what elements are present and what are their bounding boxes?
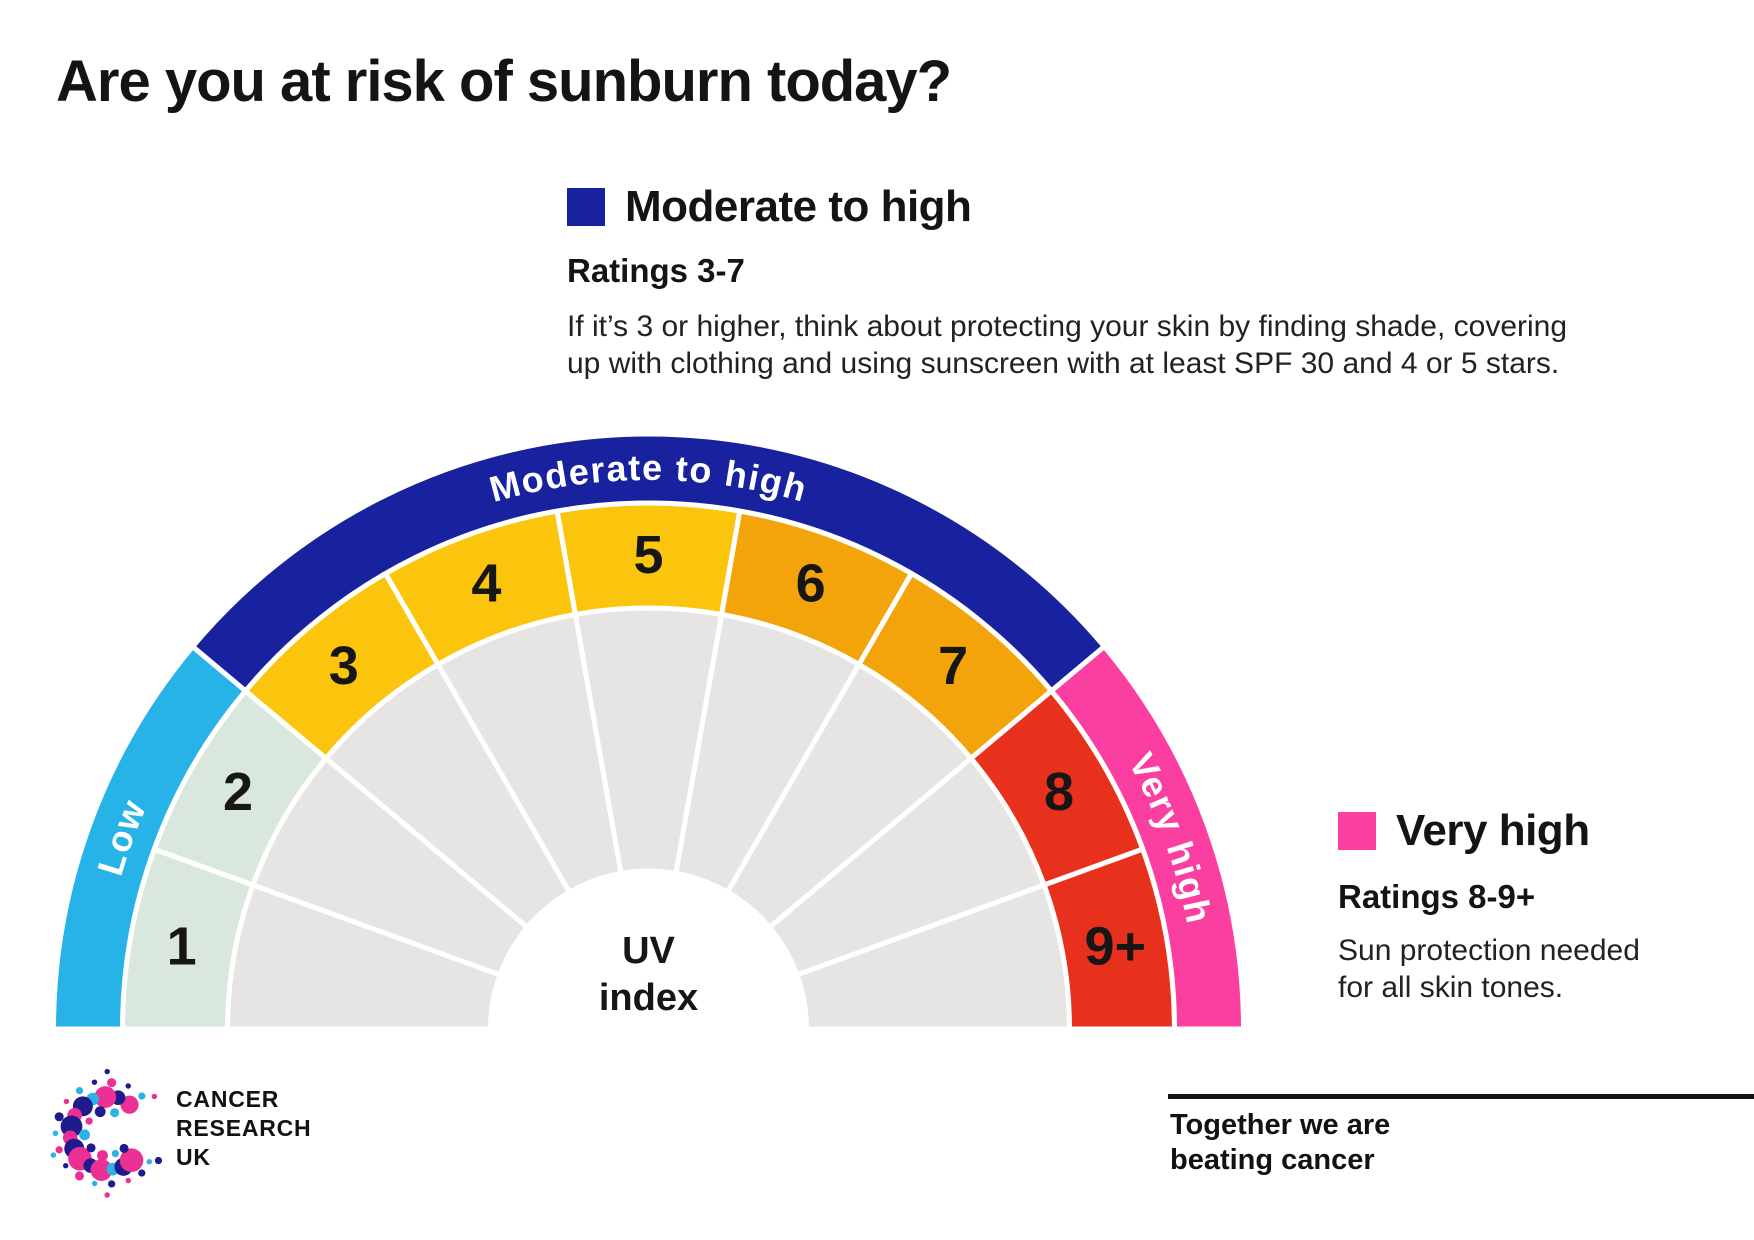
logo-dot [107, 1078, 117, 1088]
logo-dot [62, 1162, 69, 1169]
tagline-line2: beating cancer [1170, 1144, 1375, 1176]
legend-moderate-body-line1: If it’s 3 or higher, think about protect… [567, 310, 1568, 343]
gauge-center-label-line2: index [599, 977, 698, 1019]
logo-dot [146, 1158, 153, 1165]
gauge-segment-number-8: 8 [1044, 762, 1074, 822]
logo-dot [60, 1115, 83, 1138]
cruk-wordmark-line1: CANCER [176, 1086, 280, 1112]
moderate-swatch-icon [567, 188, 605, 226]
logo-dot [52, 1130, 59, 1136]
logo-dot [125, 1177, 131, 1184]
logo-dot [91, 1180, 98, 1187]
legend-very-high-ratings: Ratings 8-9+ [1338, 878, 1536, 915]
cruk-logo: CANCER RESEARCH UK [50, 1064, 390, 1214]
logo-dot [55, 1146, 63, 1154]
logo-dot [97, 1150, 108, 1161]
legend-very-high: Very high Ratings 8-9+ Sun protection ne… [1338, 806, 1640, 1006]
cruk-wordmark: CANCER RESEARCH UK [176, 1085, 311, 1172]
logo-dot [138, 1092, 146, 1100]
logo-dot [108, 1180, 116, 1188]
logo-dot [91, 1079, 98, 1085]
logo-dot [85, 1117, 93, 1125]
logo-dot [154, 1156, 163, 1165]
legend-moderate-body: If it’s 3 or higher, think about protect… [567, 308, 1567, 382]
tagline-line1: Together we are [1170, 1109, 1391, 1141]
gauge-center-label-line1: UV [622, 930, 675, 972]
gauge-segment-number-2: 2 [223, 762, 253, 822]
legend-very-high-head: Very high [1338, 806, 1640, 856]
gauge-segment-number-7: 7 [938, 636, 968, 696]
gauge-segment-number-6: 6 [796, 554, 826, 614]
logo-dot [125, 1083, 131, 1089]
logo-dot [94, 1086, 117, 1108]
logo-dot [104, 1068, 110, 1075]
logo-dot [104, 1192, 110, 1198]
cruk-dotted-c-icon [50, 1068, 163, 1198]
logo-dot [110, 1108, 120, 1118]
logo-dot [151, 1093, 158, 1100]
legend-moderate-body-line2: up with clothing and using sunscreen wit… [567, 347, 1560, 380]
logo-dot [94, 1106, 106, 1118]
gauge-segment-number-1: 1 [167, 917, 197, 977]
tagline-rule [1168, 1094, 1754, 1099]
legend-very-high-body-line2: for all skin tones. [1338, 971, 1564, 1004]
gauge-segment-number-3: 3 [329, 636, 359, 696]
very-high-swatch-icon [1338, 812, 1376, 850]
gauge-band-very-high [1047, 643, 1247, 1032]
logo-dot [138, 1169, 146, 1177]
gauge-segment-number-4: 4 [471, 554, 501, 614]
legend-very-high-title: Very high [1396, 806, 1590, 855]
legend-moderate-ratings: Ratings 3-7 [567, 252, 745, 289]
logo-dot [63, 1098, 70, 1105]
legend-very-high-body: Sun protection needed for all skin tones… [1338, 932, 1640, 1006]
legend-moderate: Moderate to high Ratings 3-7 If it’s 3 o… [567, 182, 1567, 382]
legend-moderate-title: Moderate to high [625, 182, 972, 231]
logo-dot [119, 1148, 144, 1173]
gauge-segment-number-9+: 9+ [1085, 917, 1147, 977]
logo-dot [54, 1112, 64, 1122]
cruk-wordmark-line3: UK [176, 1144, 211, 1170]
cruk-wordmark-line2: RESEARCH [176, 1115, 312, 1141]
page-title: Are you at risk of sunburn today? [56, 49, 952, 114]
logo-dot [50, 1152, 57, 1158]
gauge-segment-number-5: 5 [633, 525, 663, 585]
tagline: Together we are beating cancer [1170, 1108, 1390, 1178]
logo-dot [111, 1149, 119, 1158]
logo-dot [120, 1095, 139, 1114]
logo-dot [79, 1129, 91, 1141]
logo-dot [74, 1171, 85, 1181]
logo-dot [86, 1143, 96, 1153]
legend-moderate-head: Moderate to high [567, 182, 1567, 232]
logo-dot [119, 1143, 129, 1153]
logo-dot [90, 1159, 113, 1181]
legend-very-high-body-line1: Sun protection needed [1338, 934, 1640, 967]
logo-dot [75, 1086, 84, 1095]
